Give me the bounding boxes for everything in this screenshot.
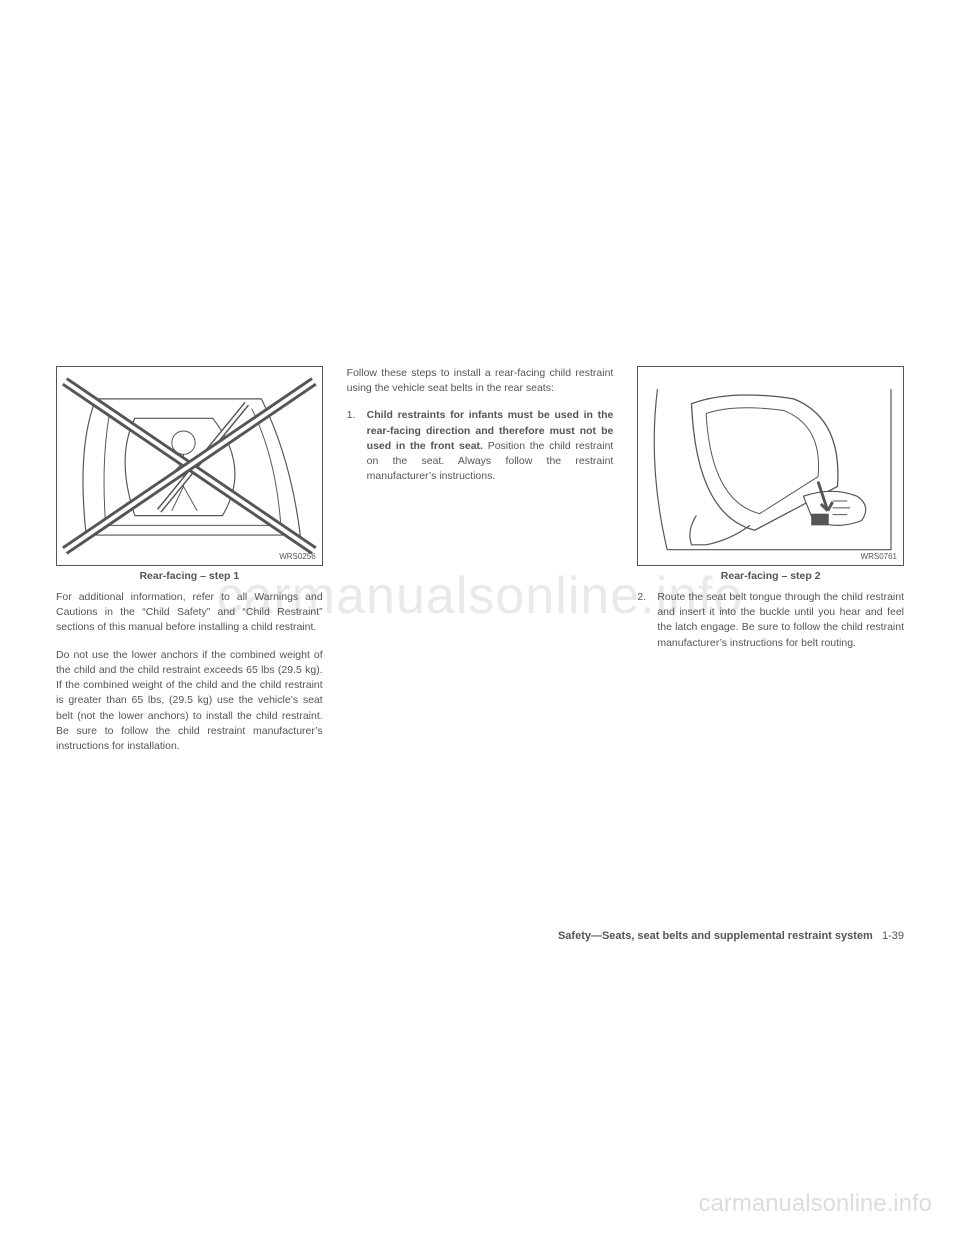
footer-page: 1-39 bbox=[882, 930, 904, 942]
col1-body: For additional information, refer to all… bbox=[56, 590, 323, 754]
column-3: WRS0761 Rear-facing – step 2 2. Route th… bbox=[637, 366, 904, 766]
page-content: WRS0256 Rear-facing – step 1 For additio… bbox=[56, 366, 904, 766]
page-footer: Safety—Seats, seat belts and supplementa… bbox=[558, 930, 904, 942]
figure-2-caption: Rear-facing – step 2 bbox=[637, 570, 904, 582]
footer-section: Safety—Seats, seat belts and supplementa… bbox=[558, 930, 873, 942]
figure-1-illustration bbox=[57, 367, 322, 565]
col1-para2: Do not use the lower anchors if the comb… bbox=[56, 648, 323, 755]
step1-number: 1. bbox=[347, 408, 356, 423]
figure-2-box: WRS0761 bbox=[637, 366, 904, 566]
col2-body: Follow these steps to install a rear-fac… bbox=[347, 366, 614, 396]
col3-list: 2. Route the seat belt tongue through th… bbox=[637, 590, 904, 651]
column-2: Follow these steps to install a rear-fac… bbox=[347, 366, 614, 766]
col2-list: 1. Child restraints for infants must be … bbox=[347, 408, 614, 484]
column-1: WRS0256 Rear-facing – step 1 For additio… bbox=[56, 366, 323, 766]
figure-2-illustration bbox=[638, 367, 903, 565]
col2-intro: Follow these steps to install a rear-fac… bbox=[347, 366, 614, 396]
figure-1-code: WRS0256 bbox=[279, 552, 315, 561]
figure-2-code: WRS0761 bbox=[861, 552, 897, 561]
step2-number: 2. bbox=[637, 590, 646, 605]
figure-1-caption: Rear-facing – step 1 bbox=[56, 570, 323, 582]
col1-para1: For additional information, refer to all… bbox=[56, 590, 323, 636]
figure-1-box: WRS0256 bbox=[56, 366, 323, 566]
watermark-bottom: carmanualsonline.info bbox=[699, 1190, 932, 1218]
step2-text: Route the seat belt tongue through the c… bbox=[657, 591, 904, 649]
col2-step1: 1. Child restraints for infants must be … bbox=[347, 408, 614, 484]
col3-step2: 2. Route the seat belt tongue through th… bbox=[637, 590, 904, 651]
